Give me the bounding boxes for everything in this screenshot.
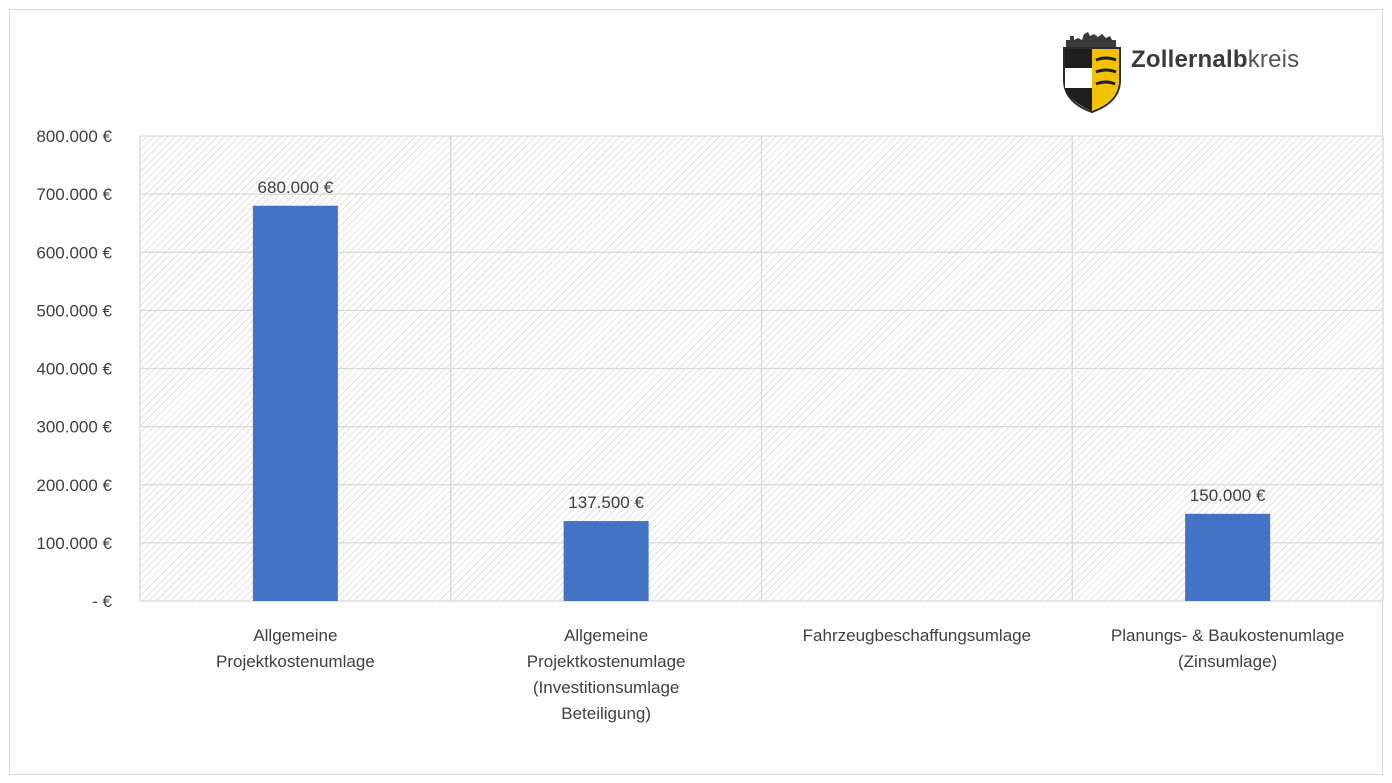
- coat-of-arms-icon: [1063, 32, 1121, 114]
- logo: Zollernalbkreis: [1060, 28, 1360, 114]
- y-tick-label: 600.000 €: [36, 243, 112, 262]
- y-tick-label: 500.000 €: [36, 301, 112, 320]
- data-label: 150.000 €: [1190, 486, 1266, 505]
- logo-text: Zollernalbkreis: [1131, 46, 1299, 74]
- logo-text-light: kreis: [1247, 46, 1300, 73]
- y-tick-label: 300.000 €: [36, 418, 112, 437]
- y-tick-label: 200.000 €: [36, 476, 112, 495]
- data-label: 137.500 €: [568, 493, 644, 512]
- data-label: 680.000 €: [258, 178, 334, 197]
- category-label: Allgemeine Projektkostenumlage (Investitio…: [527, 626, 686, 723]
- category-label: Allgemeine Projektkostenumlage: [216, 626, 375, 671]
- bar: [252, 205, 338, 601]
- category-label-line: Projektkostenumlage: [527, 652, 686, 671]
- y-tick-label: 800.000 €: [36, 127, 112, 146]
- logo-text-bold: Zollernalb: [1131, 46, 1248, 73]
- category-label-line: Beteiligung): [561, 704, 651, 723]
- bar: [1185, 513, 1271, 601]
- y-tick-label: 400.000 €: [36, 360, 112, 379]
- y-tick-label: 700.000 €: [36, 185, 112, 204]
- y-tick-label: - €: [92, 592, 112, 611]
- category-label-line: Allgemeine: [564, 626, 648, 645]
- category-label: Fahrzeugbeschaffungsumlage: [803, 626, 1031, 645]
- category-label-line: Fahrzeugbeschaffungsumlage: [803, 626, 1031, 645]
- category-label-line: (Investitionsumlage: [533, 678, 679, 697]
- bar: [563, 521, 649, 601]
- category-label-line: Projektkostenumlage: [216, 652, 375, 671]
- y-tick-label: 100.000 €: [36, 534, 112, 553]
- category-label-line: Allgemeine: [253, 626, 337, 645]
- category-label-line: Planungs- & Baukostenumlage: [1111, 626, 1344, 645]
- category-label: Planungs- & Baukostenumlage (Zinsumlage): [1111, 626, 1344, 671]
- category-label-line: (Zinsumlage): [1178, 652, 1277, 671]
